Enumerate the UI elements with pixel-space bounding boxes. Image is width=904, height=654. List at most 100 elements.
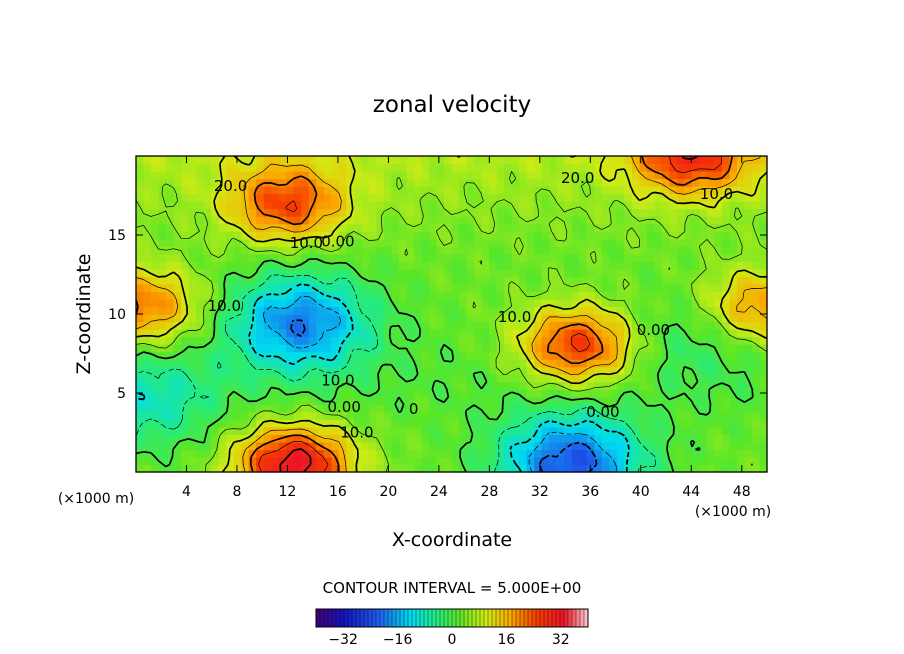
field-cell <box>383 434 392 443</box>
field-cell <box>489 253 498 262</box>
field-cell <box>534 163 543 172</box>
field-cell <box>736 344 746 353</box>
field-cell <box>706 298 716 308</box>
field-cell <box>586 306 595 315</box>
field-cell <box>173 178 182 187</box>
field-cell <box>428 283 438 293</box>
field-cell <box>586 329 595 338</box>
field-cell <box>196 464 205 473</box>
contour-label: 20.0 <box>214 177 247 195</box>
field-cell <box>631 411 640 420</box>
field-cell <box>398 321 408 330</box>
field-cell <box>631 306 640 315</box>
field-cell <box>338 276 347 285</box>
field-cell <box>579 268 588 277</box>
field-cell <box>376 321 385 330</box>
field-cell <box>383 283 392 293</box>
field-cell <box>143 441 152 451</box>
field-cell <box>646 246 655 255</box>
field-cell <box>203 389 212 398</box>
field-cell <box>421 208 430 217</box>
field-cell <box>474 456 483 466</box>
field-cell <box>481 276 490 285</box>
field-cell <box>631 253 640 262</box>
field-cell <box>751 261 761 270</box>
field-cell <box>489 216 498 225</box>
field-cell <box>594 336 603 345</box>
field-cell <box>676 434 685 443</box>
field-cell <box>413 223 423 232</box>
field-cell <box>556 291 565 300</box>
field-cell <box>436 156 445 165</box>
field-cell <box>451 186 460 195</box>
field-cell <box>376 186 385 195</box>
field-cell <box>504 186 513 195</box>
field-cell <box>421 238 430 247</box>
field-cell <box>729 336 738 345</box>
field-cell <box>504 178 513 187</box>
field-cell <box>248 434 257 443</box>
field-cell <box>474 306 483 315</box>
field-cell <box>323 456 332 466</box>
field-cell <box>256 419 265 428</box>
field-cell <box>646 253 655 262</box>
field-cell <box>286 464 295 473</box>
field-cell <box>226 389 235 398</box>
field-cell <box>759 336 768 345</box>
field-cell <box>624 261 633 270</box>
field-cell <box>188 261 197 270</box>
field-cell <box>278 381 287 390</box>
field-cell <box>151 434 160 443</box>
y-tick-label: 10 <box>108 307 126 323</box>
field-cell <box>301 329 310 338</box>
field-cell <box>361 253 370 262</box>
field-cell <box>601 456 610 466</box>
field-cell <box>624 276 633 285</box>
field-cell <box>586 359 595 368</box>
field-cell <box>706 434 716 443</box>
field-cell <box>639 366 648 375</box>
field-cell <box>376 193 385 202</box>
field-cell <box>436 329 445 338</box>
field-cell <box>729 419 738 428</box>
colorbar-swatch <box>428 609 433 627</box>
field-cell <box>714 366 723 375</box>
field-cell <box>196 344 205 353</box>
field-cell <box>684 216 693 225</box>
field-cell <box>616 351 625 360</box>
field-cell <box>136 344 145 353</box>
field-cell <box>721 464 731 473</box>
field-cell <box>368 396 377 405</box>
field-cell <box>631 246 640 255</box>
field-cell <box>496 396 505 405</box>
field-cell <box>301 359 310 368</box>
field-cell <box>706 246 716 255</box>
field-cell <box>451 434 460 443</box>
field-cell <box>256 238 265 247</box>
field-cell <box>691 456 700 466</box>
field-cell <box>624 178 633 187</box>
field-cell <box>511 404 520 413</box>
field-cell <box>736 426 746 435</box>
field-cell <box>714 268 723 277</box>
field-cell <box>271 456 280 466</box>
field-cell <box>459 366 468 375</box>
field-cell <box>631 396 640 405</box>
field-cell <box>196 434 205 443</box>
field-cell <box>496 208 505 217</box>
field-cell <box>256 193 265 202</box>
field-cell <box>331 359 340 368</box>
field-cell <box>721 178 731 187</box>
field-cell <box>601 246 610 255</box>
field-cell <box>338 208 347 217</box>
contour-line <box>290 319 598 473</box>
field-cell <box>564 268 573 277</box>
field-cell <box>218 238 227 247</box>
field-cell <box>203 186 212 195</box>
field-cell <box>609 193 618 202</box>
field-cell <box>624 253 633 262</box>
field-cell <box>691 276 700 285</box>
colorbar-swatch <box>392 609 397 627</box>
field-cell <box>684 163 693 172</box>
field-cell <box>519 441 528 451</box>
